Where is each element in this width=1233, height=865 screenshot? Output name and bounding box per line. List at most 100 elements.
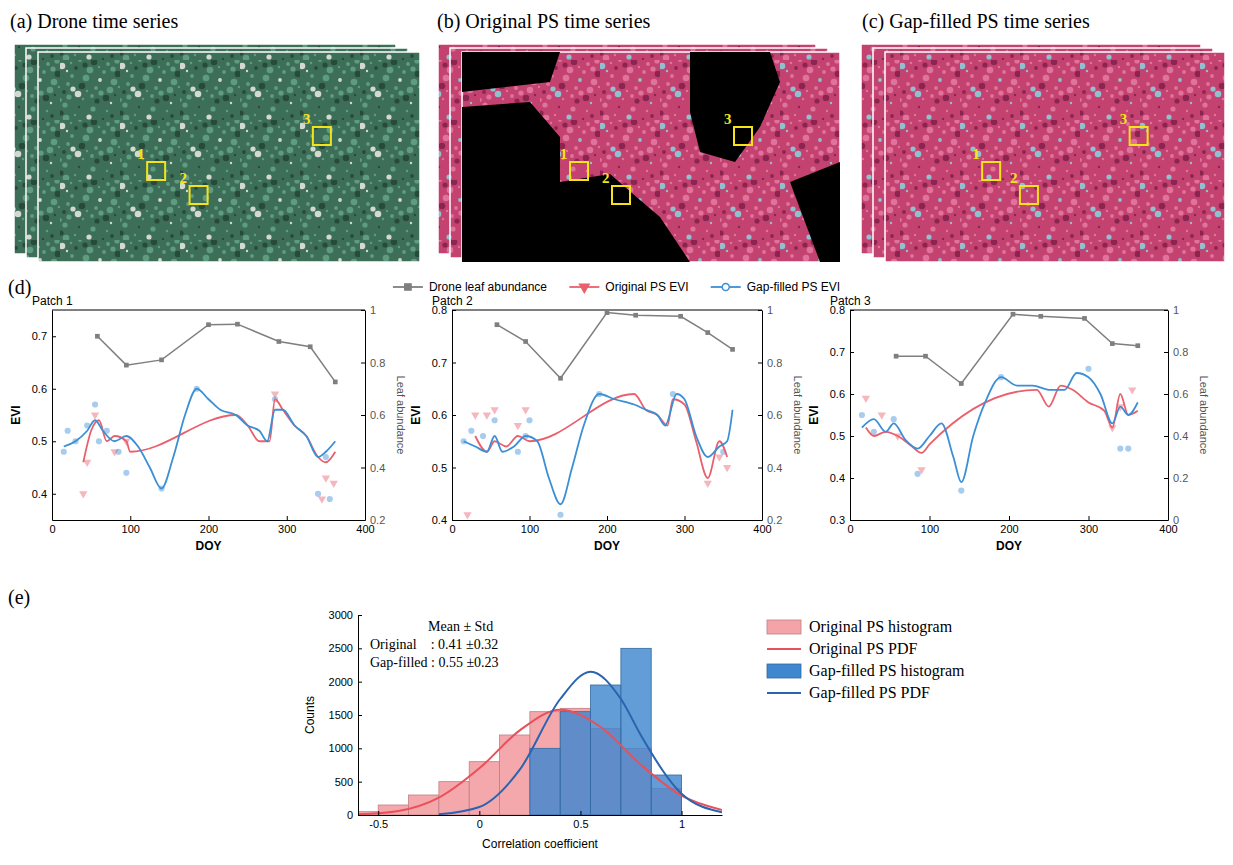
- observation: [115, 449, 121, 455]
- tick-mark: [361, 415, 365, 416]
- tick-mark: [850, 310, 854, 311]
- tick: 0.3: [830, 514, 854, 526]
- tick-label: 0.7: [830, 346, 845, 358]
- axis-line: [762, 311, 763, 521]
- tick-mark: [1164, 310, 1168, 311]
- panel-label: (d): [8, 276, 31, 299]
- legend-marker: [580, 284, 590, 292]
- series-line: [83, 399, 335, 462]
- tick: 0.6: [1164, 388, 1188, 400]
- tick-label: 0.5: [830, 430, 845, 442]
- legend-marker: [405, 284, 411, 290]
- tick: 100: [521, 516, 539, 535]
- tick-label: 0.8: [767, 357, 782, 369]
- image-frame: [38, 52, 420, 262]
- observation: [318, 497, 326, 504]
- axis: 0100200300400: [449, 516, 771, 535]
- tick-label: 0.5: [573, 818, 588, 830]
- tick-label: 300: [278, 523, 296, 535]
- legend-item: Gap-filled PS EVI: [711, 280, 840, 294]
- observation: [1117, 446, 1123, 452]
- tick-label: 0: [49, 523, 55, 535]
- axis-title: Leaf abundance: [395, 376, 407, 455]
- legend-swatch: [767, 664, 801, 678]
- tick-label: 100: [521, 523, 539, 535]
- observation: [123, 470, 129, 476]
- tick-mark: [850, 436, 854, 437]
- tick-mark: [452, 468, 456, 469]
- axis-line: [365, 311, 366, 521]
- tick: 0.7: [32, 330, 56, 342]
- tick: 0.6: [830, 388, 854, 400]
- observation: [65, 428, 71, 434]
- tick-label: 200: [1000, 523, 1018, 535]
- patch-box: [982, 162, 1000, 180]
- legend-item: Gap-filled PS histogram: [767, 662, 965, 680]
- tick-mark: [1164, 394, 1168, 395]
- axis: 0.20.40.60.81: [758, 304, 782, 526]
- patch-label: 3: [303, 111, 311, 127]
- tick: 0.7: [432, 357, 456, 369]
- tick: 0.8: [758, 357, 782, 369]
- axis: 0.40.50.60.70.8: [432, 304, 456, 526]
- tick-label: 1: [1173, 304, 1179, 316]
- histogram-bar: [560, 708, 590, 815]
- tick-mark: [758, 520, 762, 521]
- patch-box: [612, 186, 630, 204]
- histogram-bar: [469, 762, 499, 815]
- series-line: [97, 324, 335, 382]
- tick: 0.4: [432, 514, 456, 526]
- cloud-mask: [790, 162, 840, 262]
- axis: 00.20.40.60.81: [1164, 304, 1188, 526]
- marker: [558, 376, 563, 381]
- tick: 0.6: [32, 383, 56, 395]
- tick: -0.5: [369, 811, 388, 830]
- axis-line: [453, 520, 763, 521]
- observation: [490, 407, 498, 414]
- tick: 1: [679, 811, 685, 830]
- marker: [1135, 343, 1140, 348]
- axis-line: [850, 311, 851, 521]
- tick: 0: [347, 809, 362, 821]
- observation: [958, 488, 964, 494]
- patch-label: 1: [972, 146, 980, 162]
- patch-label: 2: [1010, 170, 1018, 186]
- cloud-mask: [462, 52, 560, 92]
- histogram-bar: [560, 712, 590, 815]
- tick-label: 0: [347, 809, 353, 821]
- tick-mark: [52, 336, 56, 337]
- histogram-bar: [500, 815, 530, 816]
- tick: 0.4: [32, 488, 56, 500]
- tick-label: 0.2: [1173, 472, 1188, 484]
- tick-mark: [361, 468, 365, 469]
- chart: 01002003004000.30.40.50.60.70.800.20.40.…: [807, 294, 1210, 553]
- marker: [923, 354, 928, 359]
- tick: 0.6: [361, 409, 385, 421]
- patch-label: 2: [602, 170, 610, 186]
- tick-label: 0.5: [32, 435, 47, 447]
- tick-label: 0: [477, 818, 483, 830]
- tick-label: 0.6: [370, 409, 385, 421]
- panel-title: (c) Gap-filled PS time series: [862, 10, 1090, 33]
- marker: [495, 322, 500, 327]
- tick-label: 0.4: [32, 488, 47, 500]
- observation: [704, 481, 712, 488]
- marker: [333, 380, 338, 385]
- tick: 0: [477, 811, 483, 830]
- tick-label: 300: [676, 523, 694, 535]
- histogram-bar: [409, 815, 439, 816]
- tick-label: 0: [1173, 514, 1179, 526]
- axis-title: Leaf abundance: [792, 376, 804, 455]
- panel-title: (a) Drone time series: [10, 10, 178, 33]
- series-line: [64, 389, 336, 489]
- patch-box: [1020, 186, 1038, 204]
- observation: [471, 413, 479, 420]
- image-panel: (a) Drone time series123: [10, 10, 420, 262]
- marker: [95, 334, 100, 339]
- observation: [1085, 366, 1091, 372]
- tick: 0: [1164, 514, 1179, 526]
- tick-mark: [580, 811, 581, 815]
- observation: [859, 412, 865, 418]
- tick-label: 0.4: [370, 462, 385, 474]
- tick: 0.4: [361, 462, 385, 474]
